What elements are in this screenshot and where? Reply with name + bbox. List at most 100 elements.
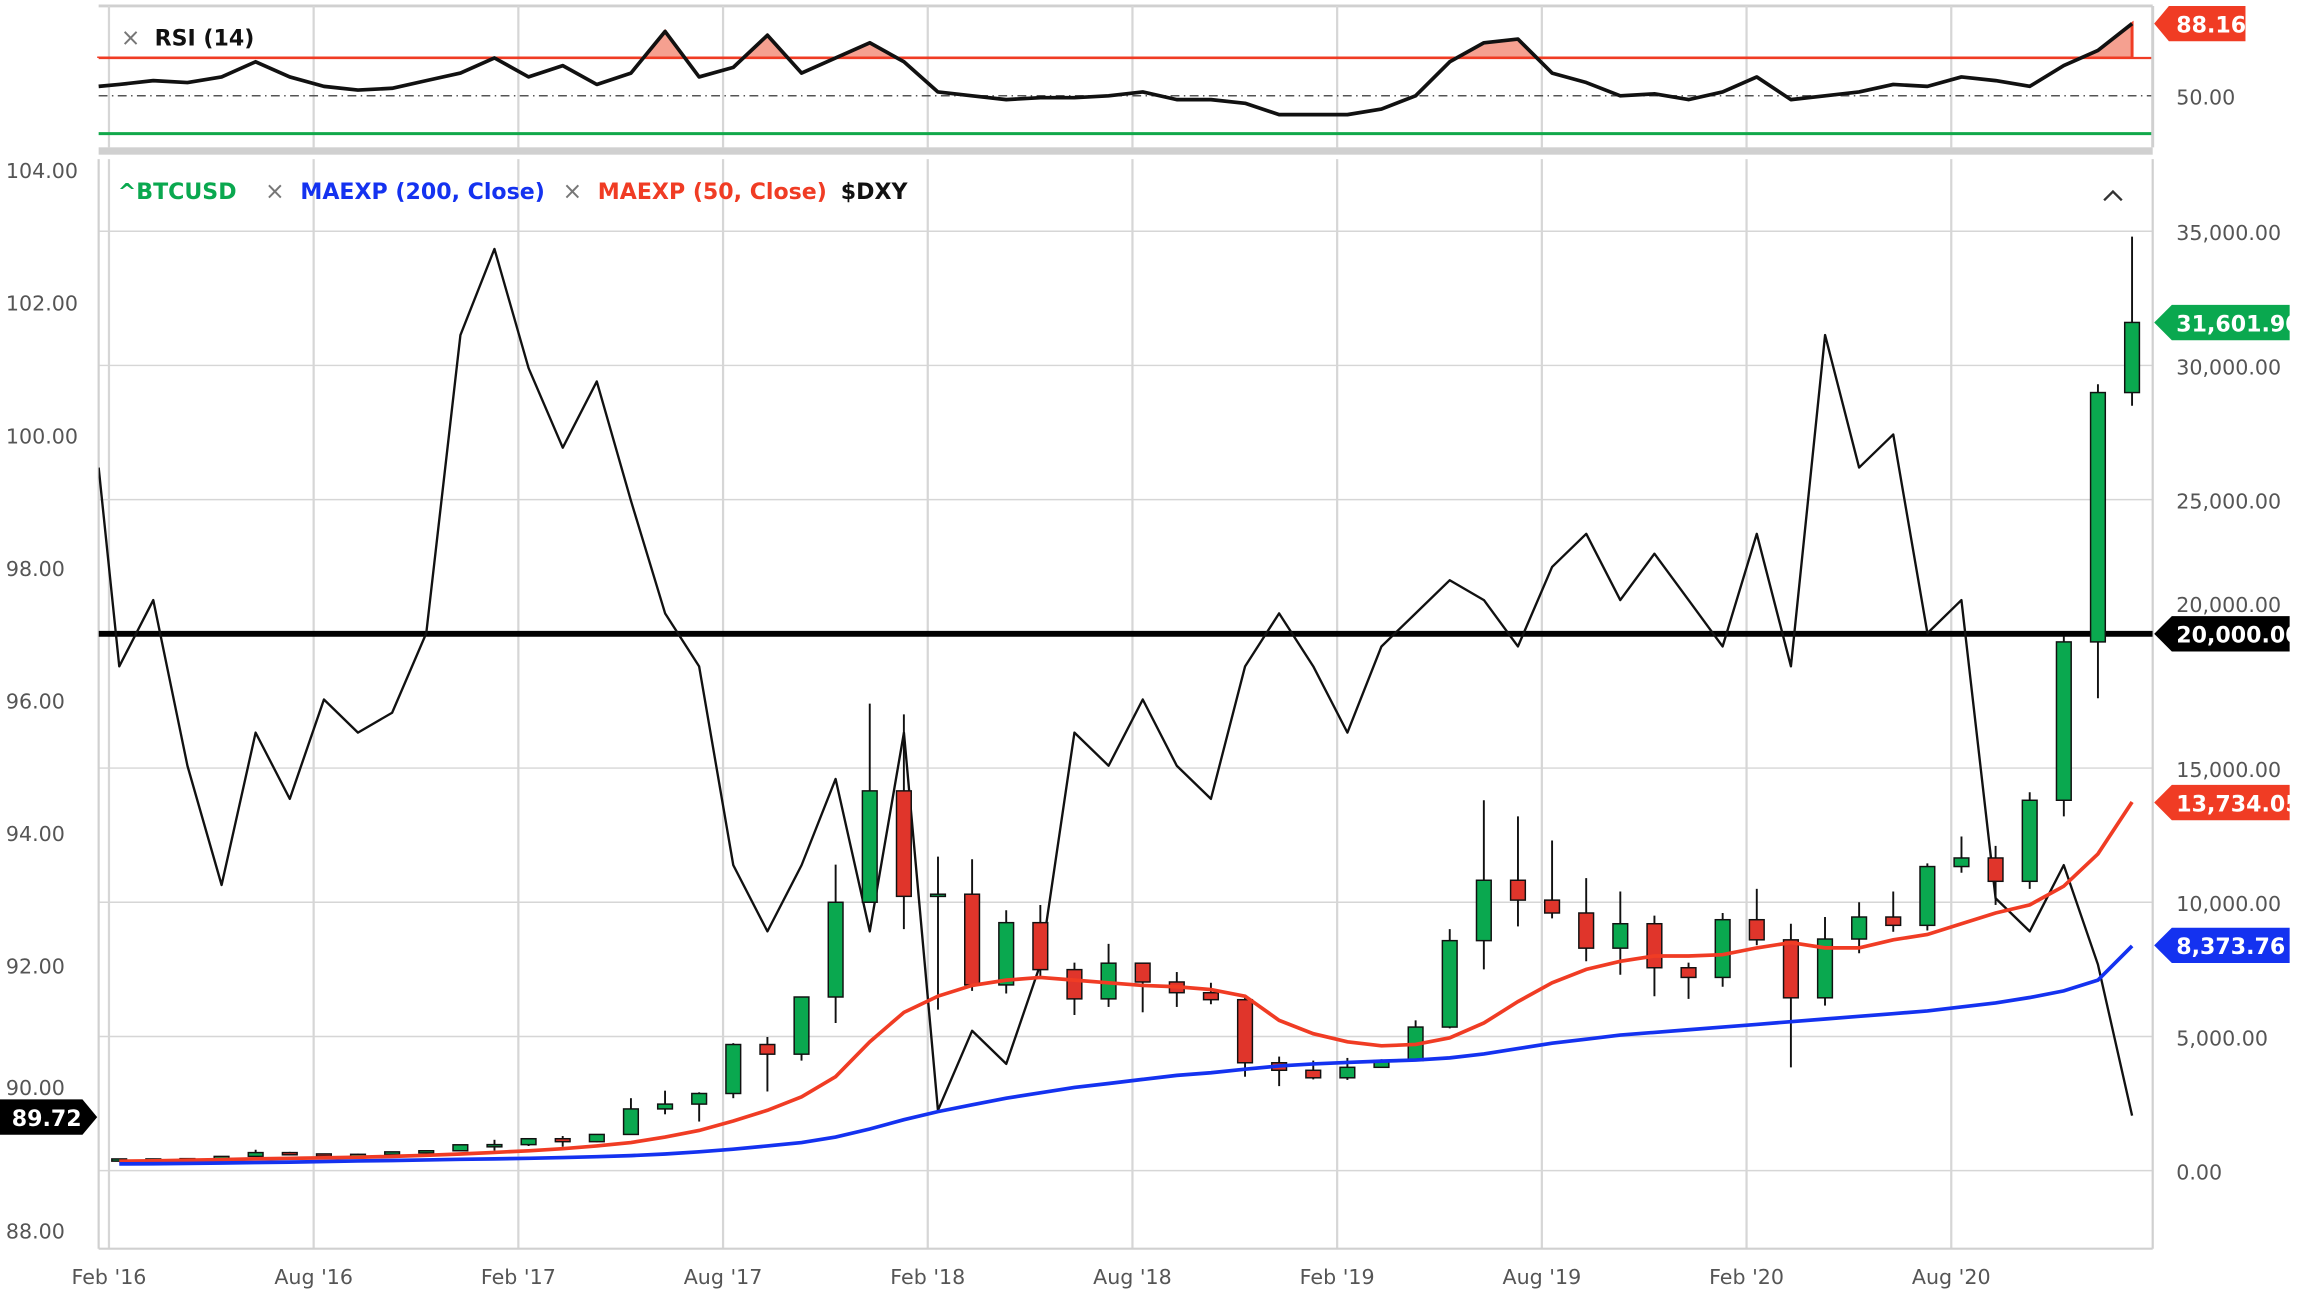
left-tick-label: 96.00 [6,689,65,713]
btc-tag-text: 31,601.90 [2176,312,2297,337]
candle-body [554,1137,571,1143]
rsi-last-value-tag: 88.16 [2154,5,2246,42]
legend-dxy[interactable]: $DXY [841,180,909,205]
dxy-tag-shape [0,1099,98,1135]
left-tick-label: 94.00 [6,822,65,846]
ema200-tag-shape [2154,927,2290,964]
rsi-overbought-fill [97,20,2134,58]
candle-body [725,1043,742,1095]
left-tick-label: 92.00 [6,954,65,978]
btc-candle [486,1139,503,1151]
left-axis-ticks: 104.00 102.00 100.00 98.00 96.00 94.00 92.00 90… [6,159,78,1243]
x-tick-label: Aug '18 [1093,1265,1172,1289]
rsi-close-icon[interactable]: × [121,24,141,52]
btc-candle [1680,962,1697,999]
candle-body [1236,998,1254,1064]
candle-body [1680,967,1697,979]
collapse-legend-icon[interactable] [2103,189,2123,202]
candle-body [1134,962,1151,983]
btc-candle [1271,1056,1288,1087]
candle-body [827,901,844,998]
legend-ema50-close-icon[interactable]: × [562,177,582,205]
legend-ema50[interactable]: MAEXP (50, Close) [598,180,827,205]
btc-candle [1509,816,1527,927]
legend-ema200[interactable]: MAEXP (200, Close) [300,180,544,205]
candle-body [1646,922,1663,969]
x-tick-label: Feb '17 [481,1265,556,1289]
btc-candle [1475,800,1492,970]
candle-body [2123,321,2141,394]
ema200-tag-text: 8,373.76 [2176,935,2285,960]
candle-body [691,1092,708,1105]
candle-body [1987,857,2004,883]
candle-body [2055,641,2072,801]
level-line-tag: 20,000.00 [2154,616,2297,652]
btc-candle [1407,1020,1424,1062]
right-tick-label: 15,000.00 [2176,758,2281,782]
candle-body [1509,879,1527,901]
ema50-tag-shape [2154,784,2290,821]
ema50-tag-text: 13,734.05 [2176,792,2297,817]
dxy-line [98,247,2134,1116]
legend-ema200-close-icon[interactable]: × [265,177,285,205]
btc-candle [622,1098,640,1136]
x-tick-label: Feb '18 [890,1265,965,1289]
main-panel: 104.00 102.00 100.00 98.00 96.00 94.00 92.00 90… [0,159,2297,1289]
panel-splitter[interactable] [98,147,2153,155]
level-tag-shape [2154,616,2290,652]
candle-body [1612,922,1629,949]
candle-body [520,1137,537,1146]
candle-body [1066,968,1083,1000]
left-tick-label: 100.00 [6,424,78,448]
x-axis-ticks: Feb '16 Aug '16 Feb '17 Aug '17 Feb '18 Aug '… [71,1265,1990,1289]
candle-body [1885,916,1902,927]
x-tick-label: Feb '20 [1709,1265,1784,1289]
x-tick-label: Aug '17 [684,1265,763,1289]
candle-body [1578,912,1595,949]
level-tag-text: 20,000.00 [2176,624,2297,649]
btc-candle [895,714,912,930]
left-tick-label: 102.00 [6,292,78,316]
x-tick-label: Feb '16 [71,1265,146,1289]
candle-body [964,893,981,986]
candle-body [929,893,947,898]
candle-body [1714,918,1731,979]
btc-candle [554,1136,571,1147]
candle-body [1202,991,1220,1001]
legend-btcusd[interactable]: ^BTCUSD [118,180,237,205]
candle-body [1782,939,1799,999]
btc-candle [656,1090,674,1115]
candle-body [1339,1066,1356,1079]
btc-candle [861,703,878,903]
btc-tag-shape [2154,304,2290,341]
candle-body [281,1151,298,1156]
right-tick-label: 0.00 [2176,1160,2222,1184]
btc-candle [759,1036,776,1092]
dxy-last-value-tag: 89.72 [0,1099,98,1135]
candle-body [452,1144,469,1152]
btc-candle [588,1133,605,1143]
candle-body [486,1143,503,1148]
ema200-line [119,944,2134,1166]
candle-body [793,996,810,1055]
candle-body [418,1150,435,1154]
candle-body [622,1108,640,1136]
btc-candle [1885,891,1902,932]
btc-candle [1816,917,1834,1006]
left-tick-label: 98.00 [6,557,65,581]
candle-body [1816,938,1834,999]
candle-body [1441,939,1458,1028]
dxy-tag-text: 89.72 [12,1107,82,1132]
right-tick-label: 25,000.00 [2176,489,2281,513]
x-tick-label: Aug '16 [274,1265,353,1289]
btc-candle [1543,840,1561,919]
rsi-axis-label: 50.00 [2176,86,2235,110]
x-tick-label: Aug '20 [1912,1265,1991,1289]
btc-candle [827,864,844,1024]
right-tick-label: 5,000.00 [2176,1026,2268,1050]
btc-candles [111,236,2141,1162]
btc-candle [964,859,981,991]
btc-candle [1202,982,1220,1005]
btc-candle [725,1043,742,1099]
btc-candle [1919,863,1936,931]
